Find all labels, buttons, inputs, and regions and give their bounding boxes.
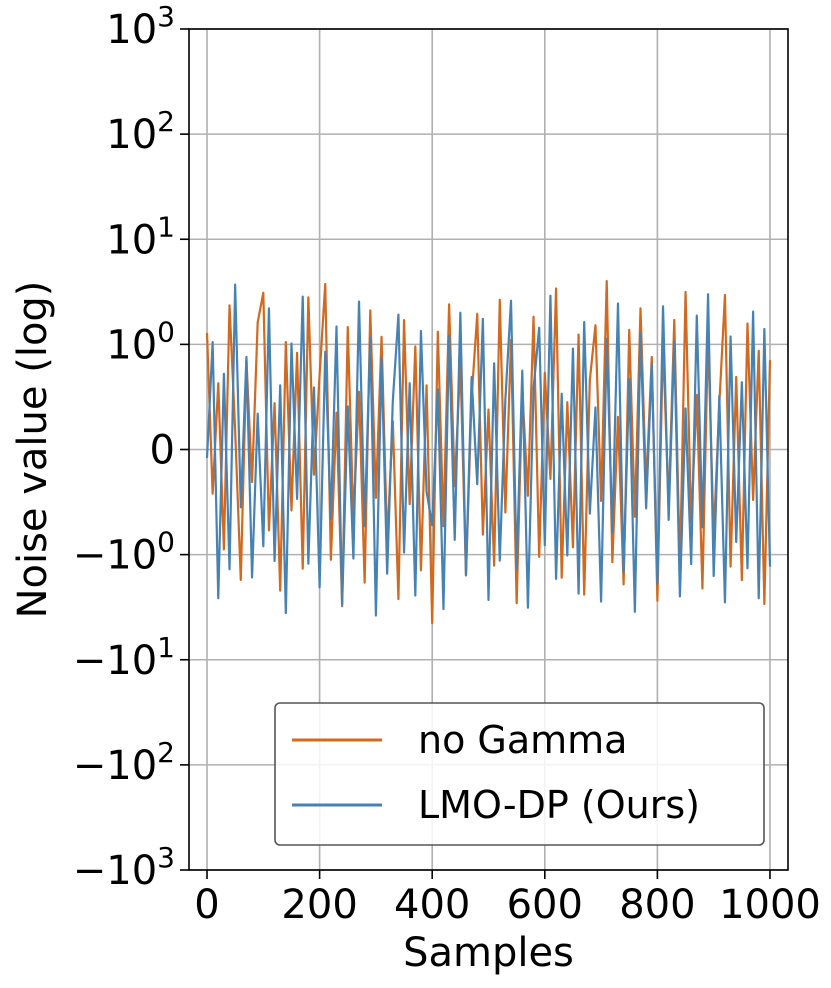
y-tick-label: 0 <box>150 428 175 474</box>
legend-label-lmo-dp: LMO-DP (Ours) <box>418 783 700 827</box>
x-tick-label: 1000 <box>719 882 821 928</box>
x-tick-label: 0 <box>194 882 219 928</box>
series-line-lmo-dp <box>205 283 772 617</box>
x-axis-ticks: 0 200 400 600 800 1000 <box>194 870 821 928</box>
legend: no Gamma LMO-DP (Ours) <box>274 702 765 846</box>
plot-series <box>205 279 772 625</box>
y-tick-label: −102 <box>73 736 175 789</box>
y-tick-label: 102 <box>106 105 175 158</box>
y-tick-label: −100 <box>73 526 175 579</box>
y-tick-label: 100 <box>106 315 175 368</box>
x-tick-label: 400 <box>394 882 470 928</box>
y-tick-label: −103 <box>73 841 175 894</box>
x-axis-label: Samples <box>403 930 574 976</box>
y-axis-label: Noise value (log) <box>10 281 56 619</box>
y-axis-ticks: 103 102 101 100 0 −100 −101 −102 −103 <box>73 0 189 894</box>
x-tick-label: 800 <box>619 882 695 928</box>
legend-box <box>274 702 765 846</box>
y-tick-label: 103 <box>106 0 175 53</box>
y-tick-label: 101 <box>106 210 175 263</box>
x-tick-label: 200 <box>281 882 357 928</box>
x-tick-label: 600 <box>507 882 583 928</box>
legend-label-no-gamma: no Gamma <box>418 718 627 762</box>
y-tick-label: −101 <box>73 631 175 684</box>
